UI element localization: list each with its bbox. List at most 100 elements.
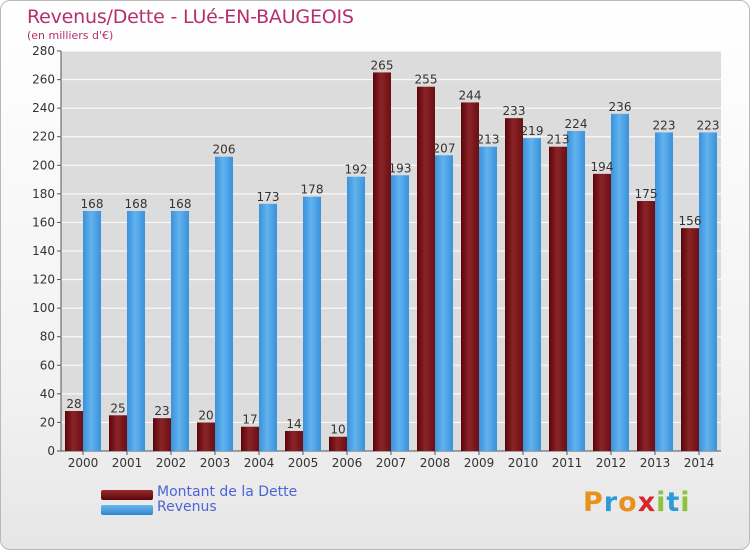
bar-debt [241,426,259,451]
data-label-revenue: 223 [697,118,720,132]
data-label-debt: 265 [371,58,394,72]
data-label-revenue: 193 [389,161,412,175]
data-label-revenue: 223 [653,118,676,132]
x-tick-label: 2005 [288,456,319,470]
bar-revenue [83,211,101,451]
x-tick-label: 2006 [332,456,363,470]
bar-revenue [611,113,629,451]
y-tick-label: 80 [40,330,55,344]
y-tick-label: 280 [32,44,55,58]
x-tick-label: 2010 [508,456,539,470]
logo-letter: i [680,487,691,518]
y-tick-label: 200 [32,158,55,172]
data-label-revenue: 236 [609,100,632,114]
y-tick-label: 100 [32,301,55,315]
bar-debt [417,86,435,451]
bar-debt [681,228,699,451]
bar-revenue [391,175,409,452]
data-label-debt: 20 [198,408,213,422]
bar-debt [109,415,127,451]
y-tick-label: 0 [47,444,55,458]
data-label-revenue: 168 [169,197,192,211]
logo-letter: P [583,487,604,518]
bar-debt [285,431,303,451]
y-tick-label: 40 [40,387,55,401]
bar-revenue [347,176,365,451]
y-tick-label: 140 [32,244,55,258]
bar-revenue [259,203,277,451]
bar-debt [373,72,391,451]
legend-swatch-revenue [101,505,153,515]
bar-revenue [171,211,189,451]
legend-label-debt: Montant de la Dette [157,484,298,500]
chart-subtitle: (en milliers d'€) [27,29,114,42]
bar-debt [549,146,567,451]
legend-label-revenue: Revenus [157,499,217,515]
bar-debt [153,418,171,451]
bar-revenue [567,131,585,451]
x-tick-label: 2012 [596,456,627,470]
bar-revenue [523,138,541,451]
data-label-debt: 194 [591,160,614,174]
bar-revenue [215,156,233,451]
data-label-revenue: 168 [125,197,148,211]
bar-debt [505,118,523,452]
x-tick-label: 2007 [376,456,407,470]
x-tick-label: 2004 [244,456,275,470]
data-label-revenue: 219 [521,124,544,138]
proxiti-logo: Proxiti [583,487,691,518]
data-label-revenue: 173 [257,190,280,204]
legend-swatch-debt [101,490,153,500]
bar-revenue [303,196,321,451]
logo-letter: x [637,487,657,518]
data-label-debt: 175 [635,187,658,201]
bar-revenue [479,146,497,451]
x-tick-label: 2011 [552,456,583,470]
x-tick-label: 2009 [464,456,495,470]
data-label-debt: 14 [286,417,301,431]
x-tick-label: 2013 [640,456,671,470]
y-tick-label: 240 [32,101,55,115]
data-label-debt: 17 [242,413,257,427]
data-label-debt: 213 [547,133,570,147]
bar-revenue [699,132,717,451]
bar-debt [461,102,479,451]
y-tick-label: 120 [32,273,55,287]
y-tick-label: 180 [32,187,55,201]
data-label-debt: 244 [459,88,482,102]
x-tick-label: 2000 [68,456,99,470]
data-label-revenue: 213 [477,133,500,147]
data-label-debt: 156 [679,214,702,228]
data-label-debt: 255 [415,73,438,87]
bar-revenue [435,155,453,452]
bar-debt [637,201,655,451]
bar-debt [329,436,347,451]
data-label-revenue: 168 [81,197,104,211]
data-label-debt: 23 [154,404,169,418]
data-label-revenue: 206 [213,143,236,157]
data-label-debt: 28 [66,397,81,411]
x-tick-label: 2001 [112,456,143,470]
chart-title: Revenus/Dette - LUé-EN-BAUGEOIS [27,6,354,28]
y-tick-label: 260 [32,73,55,87]
y-tick-label: 60 [40,358,55,372]
data-label-debt: 25 [110,401,125,415]
bar-revenue [127,211,145,451]
y-tick-label: 20 [40,415,55,429]
bar-revenue [655,132,673,451]
x-tick-label: 2002 [156,456,187,470]
x-tick-label: 2003 [200,456,231,470]
y-tick-label: 160 [32,215,55,229]
data-label-revenue: 178 [301,183,324,197]
x-tick-label: 2014 [684,456,715,470]
bar-debt [197,422,215,451]
y-tick-label: 220 [32,130,55,144]
logo-letter: t [666,487,681,518]
data-label-revenue: 224 [565,117,588,131]
data-label-revenue: 192 [345,163,368,177]
data-label-debt: 10 [330,423,345,437]
logo-letter: i [656,487,667,518]
data-label-debt: 233 [503,104,526,118]
x-tick-label: 2008 [420,456,451,470]
